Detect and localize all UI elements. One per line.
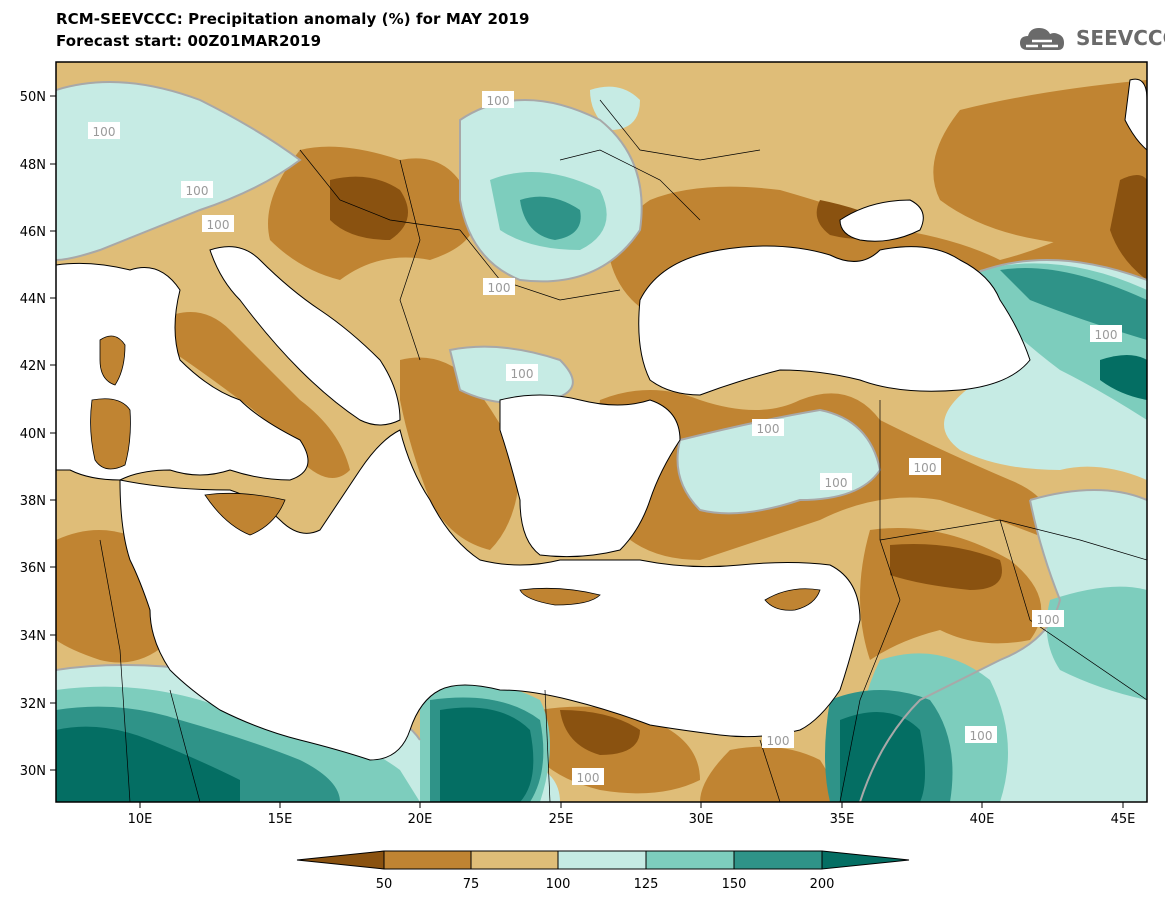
lat-tick-label: 30N	[20, 764, 46, 779]
field-lt50-syria	[890, 544, 1002, 590]
longitude-axis: 10E 15E 20E 25E 30E 35E 40E 45E	[128, 802, 1136, 827]
aegean-sea	[499, 394, 681, 558]
field-100-125-poland	[590, 86, 640, 130]
lon-tick-label: 40E	[970, 812, 995, 827]
colorbar-segment-125-150	[645, 850, 735, 870]
colorbar-label: 75	[463, 877, 480, 892]
field-50-75-east	[933, 80, 1147, 244]
forecast-start: Forecast start: 00Z01MAR2019	[56, 32, 322, 50]
mediterranean-main	[119, 429, 861, 761]
country-borders	[99, 99, 1147, 802]
lon-tick-label: 45E	[1111, 812, 1136, 827]
colorbar-label: 200	[810, 877, 835, 892]
colorbar-segment-gt200	[821, 850, 910, 870]
contour-label: 100	[488, 281, 511, 295]
lat-tick-label: 38N	[20, 494, 46, 509]
contour-label: 100	[767, 734, 790, 748]
colorbar-label: 100	[546, 877, 571, 892]
contour-label: 100	[1037, 613, 1060, 627]
colorbar-segment-100-125	[557, 850, 647, 870]
contour-label: 100	[914, 461, 937, 475]
field-lt50-egypt	[560, 710, 640, 755]
contour-label: 100	[207, 218, 230, 232]
colorbar-segment-150-200	[733, 850, 823, 870]
colorbar-label: 150	[722, 877, 747, 892]
lon-tick-label: 20E	[408, 812, 433, 827]
sardinia	[90, 398, 131, 470]
field-gt200-egypt	[440, 707, 534, 802]
field-50-75-italy	[160, 312, 350, 478]
colorbar-segment-75-100	[470, 850, 559, 870]
contour-label: 100	[1095, 328, 1118, 342]
colorbar-label: 125	[634, 877, 659, 892]
lon-tick-label: 35E	[830, 812, 855, 827]
black-sea	[638, 245, 1031, 396]
lat-tick-label: 48N	[20, 158, 46, 173]
contour-label: 100	[186, 184, 209, 198]
field-50-75-greece	[400, 357, 520, 550]
lon-tick-label: 25E	[549, 812, 574, 827]
contour-label: 100	[93, 125, 116, 139]
cloud-icon	[1020, 28, 1064, 50]
colorbar-segment-50-75	[383, 850, 472, 870]
field-lt50-east	[1110, 175, 1147, 280]
map-title: RCM-SEEVCCC: Precipitation anomaly (%) f…	[56, 10, 530, 28]
lon-tick-label: 15E	[268, 812, 293, 827]
field-150-200-caucasus	[1000, 268, 1147, 340]
cyprus	[764, 588, 821, 611]
field-gt200-caspian	[1100, 355, 1147, 400]
latitude-axis: 50N 48N 46N 44N 42N 40N 38N 36N 34N 32N …	[20, 90, 56, 779]
sea-mask	[56, 78, 1147, 761]
lat-tick-label: 32N	[20, 697, 46, 712]
field-gt200-libya	[56, 726, 240, 802]
logo-text: SEEVCCC	[1076, 26, 1165, 50]
islands	[90, 335, 821, 611]
contour-label: 100	[825, 476, 848, 490]
contour-label: 100	[757, 422, 780, 436]
lat-tick-label: 42N	[20, 359, 46, 374]
colorbar-label: 50	[376, 877, 393, 892]
field-150-200-carpathians	[520, 196, 581, 240]
crete	[519, 587, 601, 606]
lat-tick-label: 36N	[20, 561, 46, 576]
contour-label: 100	[970, 729, 993, 743]
field-50-75-sinai	[700, 746, 834, 802]
field-lt50-hungary	[330, 176, 408, 240]
corsica	[99, 335, 126, 386]
contour-label: 100	[487, 94, 510, 108]
lat-tick-label: 46N	[20, 225, 46, 240]
sicily	[204, 492, 286, 536]
map-field: 100 100 100 100 100 100 100 100 100 100 …	[56, 62, 1147, 802]
seevccc-logo: SEEVCCC	[1018, 22, 1165, 56]
lat-tick-label: 40N	[20, 427, 46, 442]
azov-sea	[839, 199, 924, 242]
map-frame	[55, 61, 1148, 803]
contour-labels: 100 100 100 100 100 100 100 100 100 100 …	[88, 91, 1122, 785]
caspian-sea	[1124, 78, 1147, 151]
lon-tick-label: 30E	[689, 812, 714, 827]
lon-tick-label: 10E	[128, 812, 153, 827]
field-125-150-iraq	[1046, 586, 1147, 700]
lat-tick-label: 50N	[20, 90, 46, 105]
adriatic-sea	[209, 246, 401, 426]
lat-tick-label: 44N	[20, 292, 46, 307]
lat-tick-label: 34N	[20, 629, 46, 644]
field-gt200-jordan	[840, 712, 925, 802]
colorbar-segment-lt50	[296, 850, 385, 870]
colorbar: 50 75 100 125 150 200	[296, 850, 910, 892]
contour-label: 100	[511, 367, 534, 381]
contour-label: 100	[577, 771, 600, 785]
